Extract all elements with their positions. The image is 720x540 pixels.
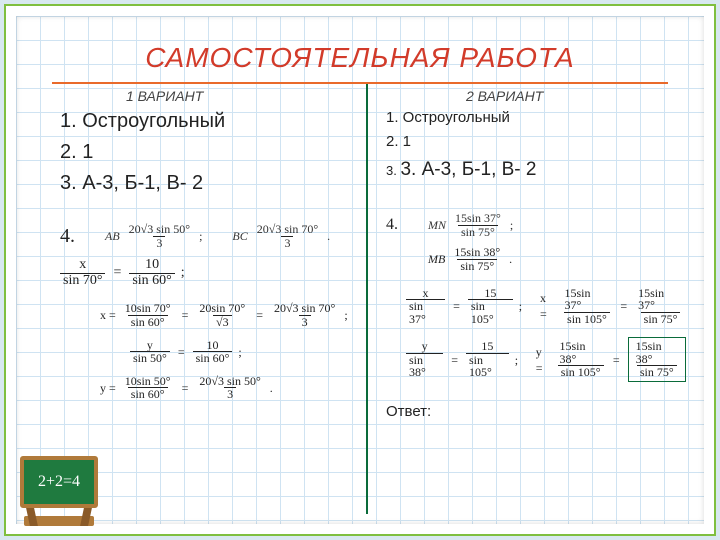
v1-item-4-num: 4. <box>60 223 75 250</box>
v2-x-line: xsin 37° = 15sin 105° ; x = 15sin 37°sin… <box>406 287 686 326</box>
v1-y-answer: y = 10sin 50°sin 60° = 20√3 sin 50°3 . <box>100 375 360 401</box>
v2-item-4-header: 4. MN 15sin 37° sin 75° ; <box>386 212 686 238</box>
page-title: САМОСТОЯТЕЛЬНАЯ РАБОТА <box>6 42 714 74</box>
variant-2-column: 1. Остроугольный 2. 1 3. 3. А-3, Б-1, В-… <box>386 108 686 520</box>
v1-x-proportion: xsin 70° = 10sin 60° ; <box>60 258 360 288</box>
title-rule <box>52 82 668 84</box>
v2-item-2: 2. 1 <box>386 132 686 152</box>
column-divider <box>366 84 368 514</box>
v2-item-1: 1. Остроугольный <box>386 108 686 128</box>
variant-1-header: 1 ВАРИАНТ <box>126 88 203 104</box>
v2-MB: MB 15sin 38°sin 75° . <box>428 246 686 272</box>
v2-y-line: ysin 38° = 15sin 105° ; y = 15sin 38°sin… <box>406 337 686 382</box>
chalkboard-text: 2+2=4 <box>20 456 98 508</box>
AB-label: AB <box>105 228 120 244</box>
MN-label: MN <box>428 217 446 233</box>
variant-2-header: 2 ВАРИАНТ <box>466 88 543 104</box>
variant-1-column: 1. Остроугольный 2. 1 3. А-3, Б-1, В- 2 … <box>60 108 360 520</box>
BC-fraction: 20√3 sin 70° 3 <box>254 223 321 249</box>
v2-item-4-num: 4. <box>386 214 398 236</box>
v2-y-boxed-answer: 15sin 38° sin 75° <box>628 337 686 382</box>
v1-y-proportion: ysin 50° = 10sin 60° ; <box>130 339 360 365</box>
AB-fraction: 20√3 sin 50° 3 <box>126 223 193 249</box>
MN-fraction: 15sin 37° sin 75° <box>452 212 504 238</box>
v1-item-4-header: 4. AB 20√3 sin 50° 3 ; BC 20√3 sin 70° 3… <box>60 223 360 250</box>
v2-item-3: 3. 3. А-3, Б-1, В- 2 <box>386 157 686 183</box>
v1-item-3: 3. А-3, Б-1, В- 2 <box>60 170 360 197</box>
v1-item-2: 2. 1 <box>60 139 360 166</box>
chalkboard-icon: 2+2=4 <box>14 454 104 526</box>
answer-label: Ответ: <box>386 402 686 422</box>
v1-x-chain: x = 10sin 70°sin 60° = 20sin 70°√3 = 20√… <box>100 302 360 328</box>
outer-frame: САМОСТОЯТЕЛЬНАЯ РАБОТА 1 ВАРИАНТ 2 ВАРИА… <box>4 4 716 536</box>
v1-item-1: 1. Остроугольный <box>60 108 360 135</box>
BC-label: BC <box>232 228 247 244</box>
